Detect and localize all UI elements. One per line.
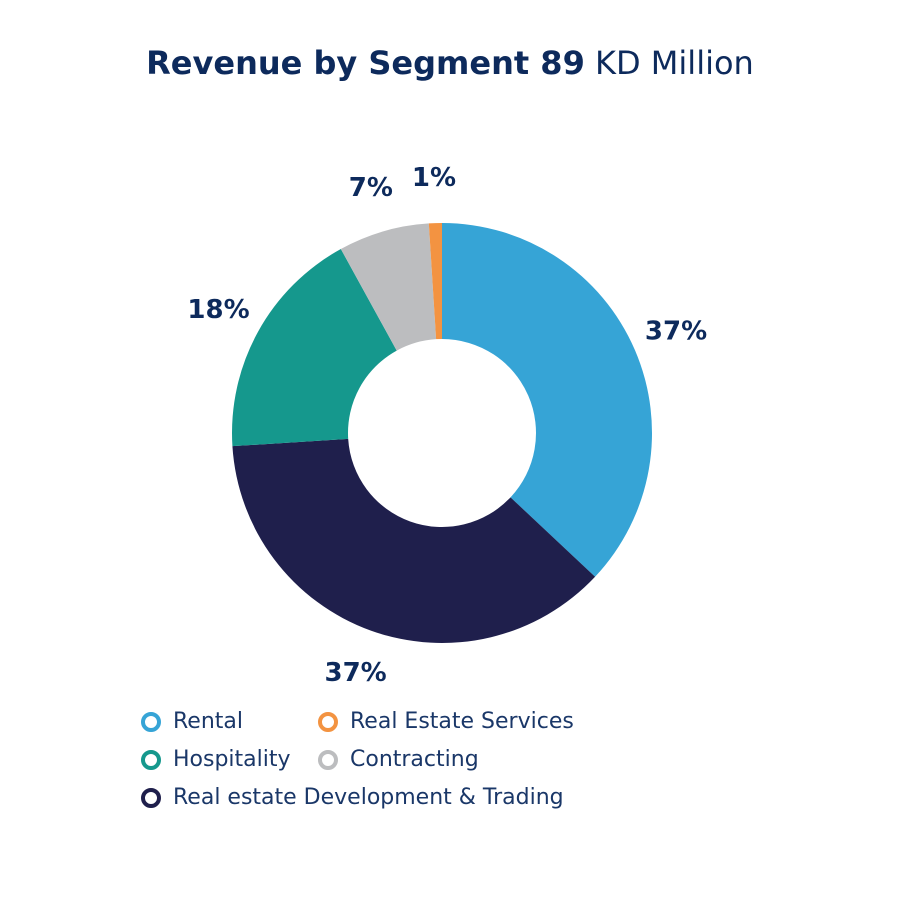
legend-marker-contracting bbox=[318, 749, 338, 770]
legend-marker-real-estate-development-trading bbox=[141, 787, 161, 808]
legend-item-contracting: Contracting bbox=[318, 747, 479, 772]
legend-marker-rental bbox=[141, 711, 161, 732]
legend-item-real-estate-services: Real Estate Services bbox=[318, 709, 574, 734]
legend-marker-hospitality bbox=[141, 749, 161, 770]
data-label-rental: 37% bbox=[645, 317, 707, 347]
chart-title-unit: KD Million bbox=[584, 44, 754, 82]
legend-item-real-estate-development-trading: Real estate Development & Trading bbox=[141, 785, 564, 810]
legend-label-real-estate-services: Real Estate Services bbox=[350, 709, 574, 734]
data-label-contracting: 7% bbox=[349, 173, 393, 203]
slice-hospitality bbox=[232, 248, 397, 447]
legend-label-contracting: Contracting bbox=[350, 747, 479, 772]
legend-label-real-estate-development-trading: Real estate Development & Trading bbox=[173, 785, 564, 810]
legend-item-hospitality: Hospitality bbox=[141, 747, 291, 772]
legend-label-hospitality: Hospitality bbox=[173, 747, 291, 772]
slice-real-estate-services bbox=[428, 223, 442, 340]
legend-marker-real-estate-services bbox=[318, 711, 338, 732]
data-label-real-estate-services: 1% bbox=[412, 163, 456, 193]
slice-contracting bbox=[340, 223, 437, 351]
data-label-real-estate-development-trading: 37% bbox=[325, 658, 387, 688]
data-label-hospitality: 18% bbox=[187, 295, 249, 325]
legend-label-rental: Rental bbox=[173, 709, 243, 734]
slice-real-estate-development-trading bbox=[232, 438, 596, 643]
chart-title-main: Revenue by Segment 89 bbox=[146, 44, 585, 82]
chart-title: Revenue by Segment 89 KD Million bbox=[0, 40, 900, 86]
slice-rental bbox=[442, 223, 653, 577]
legend-item-rental: Rental bbox=[141, 709, 243, 734]
